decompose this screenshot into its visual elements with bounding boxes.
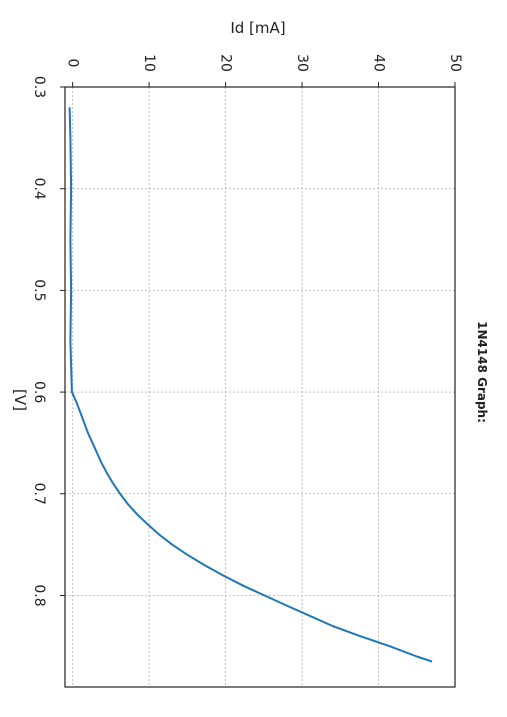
x-axis-label: [V]	[11, 389, 29, 411]
y-tick-label: 10	[141, 54, 157, 72]
x-tick-label: 0.4	[31, 178, 47, 200]
x-tick-label: 0.8	[31, 584, 47, 606]
ticks: 0.3 0.4 0.5 0.6 0.7 0.8 0 10 20 30 40 50	[31, 54, 463, 607]
series-line	[68, 107, 433, 663]
y-axis-label: Id [mA]	[230, 19, 285, 37]
x-tick-label: 0.6	[31, 381, 47, 403]
series	[68, 107, 433, 663]
grid	[65, 86, 456, 687]
plot-frame	[64, 86, 456, 688]
y-tick-label: 50	[447, 54, 463, 72]
y-tick-label: 40	[371, 54, 387, 72]
y-tick-label: 30	[294, 54, 310, 72]
x-tick-label: 0.7	[31, 483, 47, 505]
y-tick-label: 0	[65, 59, 81, 68]
y-tick-label: 20	[218, 54, 234, 72]
chart-title: 1N4148 Graph:	[475, 321, 489, 423]
x-tick-label: 0.5	[31, 279, 47, 301]
x-tick-label: 0.3	[31, 76, 47, 98]
